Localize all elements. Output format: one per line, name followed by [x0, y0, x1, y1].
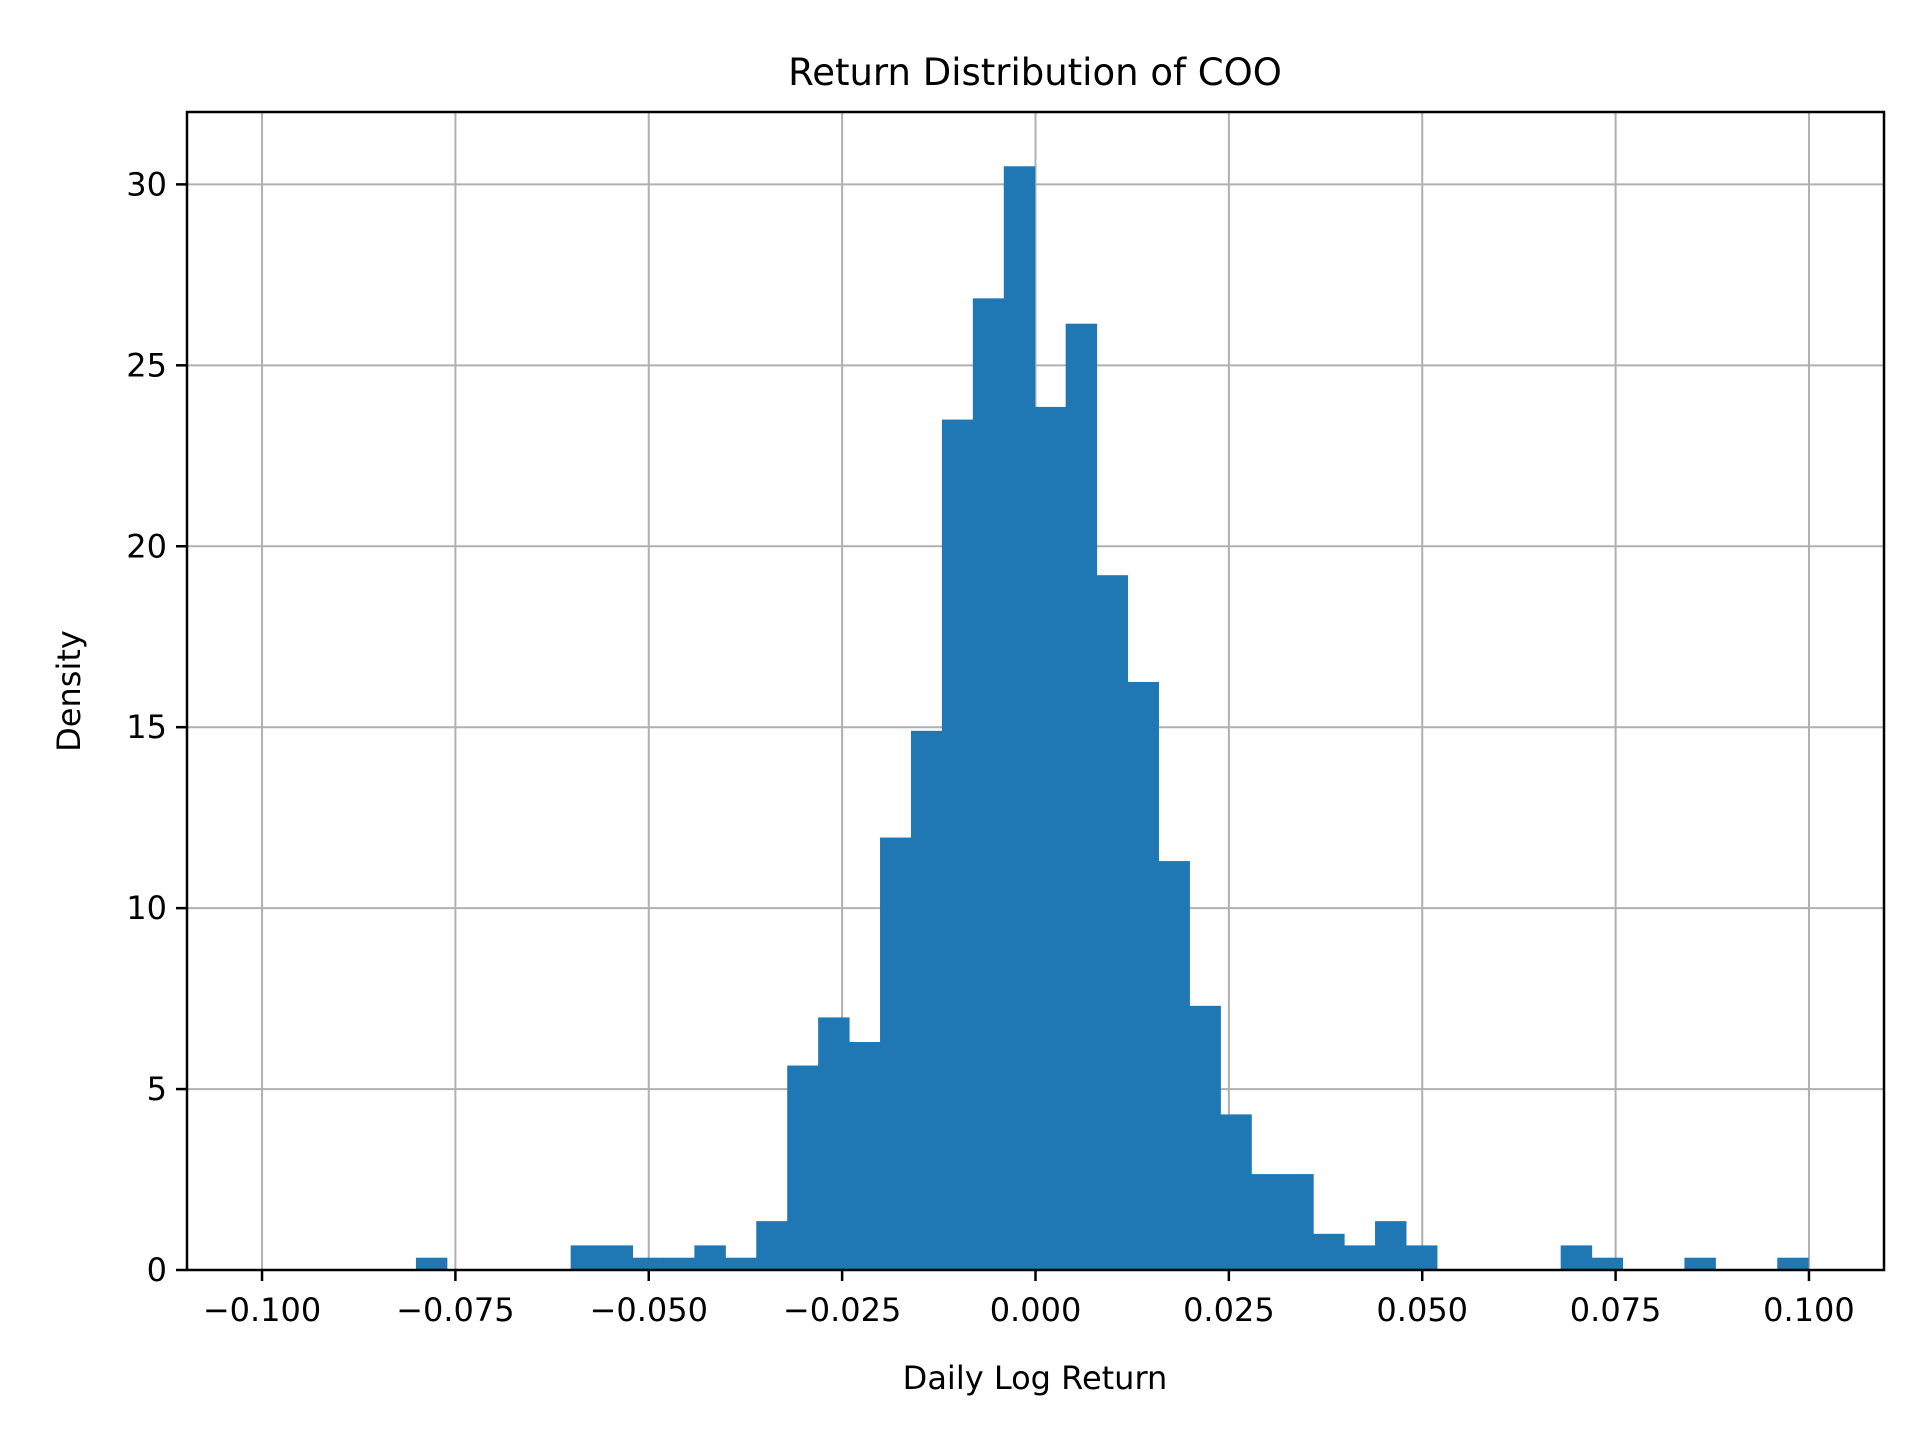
histogram-bar	[1777, 1257, 1809, 1270]
histogram-bar	[601, 1245, 634, 1270]
histogram-bar	[756, 1221, 788, 1270]
histogram-bar	[1189, 1005, 1221, 1270]
y-tick-label: 0	[147, 1251, 167, 1289]
histogram-bar	[1034, 406, 1067, 1271]
histogram-bar	[1405, 1245, 1438, 1270]
histogram-bar	[1127, 681, 1159, 1270]
histogram-bar	[663, 1257, 695, 1270]
y-axis-ticks: 0 5 10 15 20 25 30	[126, 165, 187, 1289]
x-tick-label: −0.100	[203, 1291, 321, 1329]
histogram-bar	[880, 837, 912, 1270]
x-axis-label: Daily Log Return	[903, 1359, 1168, 1397]
x-tick-label: 0.075	[1570, 1291, 1662, 1329]
histogram-bar	[787, 1065, 819, 1270]
histogram-bar	[694, 1245, 726, 1270]
histogram-bar	[415, 1257, 448, 1270]
histogram-bar	[1684, 1257, 1716, 1270]
x-axis-ticks: −0.100 −0.075 −0.050 −0.025 0.000 0.025 0.050 0…	[203, 1270, 1855, 1329]
histogram-bars	[415, 166, 1809, 1271]
x-tick-label: 0.100	[1763, 1291, 1855, 1329]
histogram-bar	[632, 1257, 664, 1270]
y-tick-label: 20	[126, 527, 167, 565]
histogram-bar	[1344, 1245, 1376, 1270]
y-tick-label: 15	[126, 708, 167, 746]
histogram-bar	[1375, 1221, 1407, 1270]
chart-title: Return Distribution of COO	[788, 51, 1282, 94]
histogram-bar	[1591, 1257, 1624, 1270]
y-tick-label: 10	[126, 889, 167, 927]
histogram-bar	[1220, 1114, 1252, 1270]
histogram-bar	[1096, 575, 1129, 1270]
y-axis-label: Density	[50, 630, 88, 752]
x-tick-label: 0.025	[1183, 1291, 1275, 1329]
y-tick-label: 5	[147, 1070, 167, 1108]
x-tick-label: −0.050	[590, 1291, 708, 1329]
histogram-bar	[818, 1017, 850, 1270]
histogram-bar	[570, 1245, 603, 1270]
x-tick-label: −0.025	[783, 1291, 901, 1329]
histogram-bar	[1251, 1174, 1283, 1270]
x-tick-label: 0.050	[1376, 1291, 1468, 1329]
histogram-bar	[910, 730, 943, 1270]
x-tick-label: −0.075	[396, 1291, 514, 1329]
x-tick-label: 0.000	[990, 1291, 1082, 1329]
histogram-bar	[1003, 166, 1036, 1270]
histogram-bar	[972, 298, 1005, 1271]
histogram-bar	[1282, 1174, 1314, 1270]
histogram-bar	[1158, 861, 1190, 1270]
histogram-bar	[941, 419, 974, 1270]
histogram-bar	[1560, 1245, 1593, 1270]
histogram-bar	[1065, 323, 1098, 1270]
y-tick-label: 25	[126, 346, 167, 384]
histogram-bar	[1313, 1233, 1345, 1270]
histogram-bar	[725, 1257, 757, 1270]
y-tick-label: 30	[126, 165, 167, 203]
histogram-bar	[849, 1042, 881, 1270]
